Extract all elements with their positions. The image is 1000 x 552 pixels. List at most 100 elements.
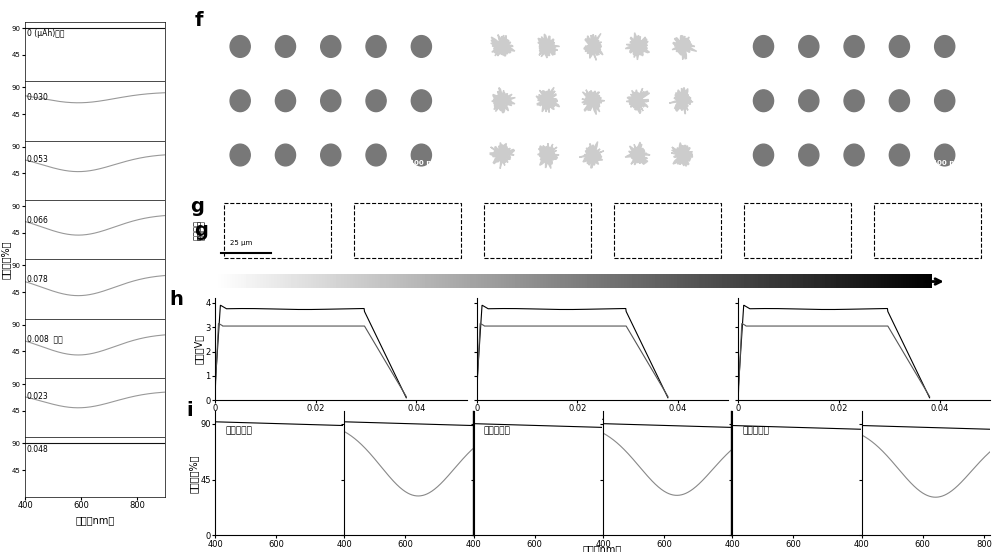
Circle shape: [272, 31, 299, 61]
Circle shape: [317, 140, 345, 170]
X-axis label: 波长（nm）: 波长（nm）: [75, 516, 115, 526]
Bar: [614, 203, 721, 258]
Polygon shape: [582, 90, 605, 115]
Circle shape: [230, 144, 250, 166]
Circle shape: [321, 35, 341, 57]
Text: 第三次循环: 第三次循环: [814, 300, 843, 310]
Circle shape: [935, 90, 955, 112]
Circle shape: [317, 86, 345, 116]
Circle shape: [799, 90, 819, 112]
Text: 波长（nm）: 波长（nm）: [583, 544, 622, 552]
Circle shape: [411, 90, 431, 112]
Text: 0.078: 0.078: [27, 275, 48, 284]
Polygon shape: [529, 78, 568, 120]
Circle shape: [230, 90, 250, 112]
Text: 0.048: 0.048: [27, 444, 48, 454]
Circle shape: [275, 144, 296, 166]
Circle shape: [931, 31, 959, 61]
Polygon shape: [660, 78, 700, 123]
Circle shape: [844, 144, 864, 166]
Text: 400 nm: 400 nm: [670, 160, 700, 166]
Circle shape: [408, 86, 435, 116]
Circle shape: [844, 35, 864, 57]
Circle shape: [753, 35, 774, 57]
Circle shape: [886, 31, 913, 61]
Polygon shape: [617, 134, 658, 172]
Circle shape: [411, 144, 431, 166]
Text: f: f: [195, 11, 203, 30]
Circle shape: [889, 35, 909, 57]
Text: i: i: [187, 401, 193, 420]
Polygon shape: [575, 82, 613, 124]
Circle shape: [272, 86, 299, 116]
Polygon shape: [669, 87, 693, 114]
Polygon shape: [617, 23, 657, 69]
Polygon shape: [625, 142, 650, 165]
Polygon shape: [536, 87, 560, 113]
Circle shape: [362, 86, 390, 116]
Polygon shape: [578, 25, 610, 70]
Circle shape: [886, 140, 913, 170]
Circle shape: [321, 144, 341, 166]
Bar: [744, 203, 851, 258]
Polygon shape: [672, 36, 697, 60]
Circle shape: [795, 140, 823, 170]
Circle shape: [795, 86, 823, 116]
Circle shape: [889, 90, 909, 112]
Circle shape: [408, 31, 435, 61]
Circle shape: [226, 140, 254, 170]
Circle shape: [366, 35, 386, 57]
Text: 0.053: 0.053: [27, 155, 49, 164]
Text: h: h: [170, 290, 184, 309]
Text: 颜色变化: 颜色变化: [193, 220, 202, 241]
Circle shape: [753, 90, 774, 112]
Text: 电量(μAh): 电量(μAh): [583, 412, 622, 422]
Polygon shape: [663, 134, 699, 174]
Circle shape: [750, 86, 777, 116]
Circle shape: [753, 144, 774, 166]
Circle shape: [321, 90, 341, 112]
Text: 400 nm: 400 nm: [932, 160, 962, 166]
Text: 0 (μAh)充电: 0 (μAh)充电: [27, 29, 64, 38]
Polygon shape: [491, 35, 515, 56]
Bar: [224, 203, 331, 258]
Text: 0.008  放电: 0.008 放电: [27, 335, 62, 344]
Circle shape: [935, 35, 955, 57]
Circle shape: [366, 144, 386, 166]
Circle shape: [275, 90, 296, 112]
Polygon shape: [532, 26, 568, 66]
Circle shape: [799, 144, 819, 166]
Polygon shape: [490, 142, 515, 168]
Circle shape: [408, 140, 435, 170]
Circle shape: [750, 31, 777, 61]
Circle shape: [889, 144, 909, 166]
Text: 第二次循环: 第二次循环: [484, 426, 511, 435]
Text: 颜色变化: 颜色变化: [196, 220, 206, 241]
Text: 0.023: 0.023: [27, 392, 48, 401]
Text: g: g: [191, 198, 204, 216]
Polygon shape: [626, 88, 650, 114]
Y-axis label: 电压（V）: 电压（V）: [194, 334, 204, 364]
Circle shape: [750, 140, 777, 170]
Circle shape: [795, 31, 823, 61]
Circle shape: [931, 140, 959, 170]
Circle shape: [411, 35, 431, 57]
Bar: [484, 203, 591, 258]
Bar: [354, 203, 461, 258]
Circle shape: [840, 31, 868, 61]
Polygon shape: [570, 132, 611, 177]
Polygon shape: [483, 26, 524, 62]
Text: 25 μm: 25 μm: [230, 240, 252, 246]
Circle shape: [931, 86, 959, 116]
Circle shape: [362, 140, 390, 170]
Y-axis label: 反射比（%）: 反射比（%）: [189, 454, 199, 492]
Polygon shape: [538, 34, 559, 58]
Text: 0.030: 0.030: [27, 93, 49, 102]
Polygon shape: [531, 136, 567, 178]
Circle shape: [226, 31, 254, 61]
Y-axis label: 反射比（%）: 反射比（%）: [0, 240, 10, 279]
Polygon shape: [625, 33, 649, 60]
Polygon shape: [538, 144, 559, 168]
Polygon shape: [671, 142, 692, 166]
Circle shape: [366, 90, 386, 112]
